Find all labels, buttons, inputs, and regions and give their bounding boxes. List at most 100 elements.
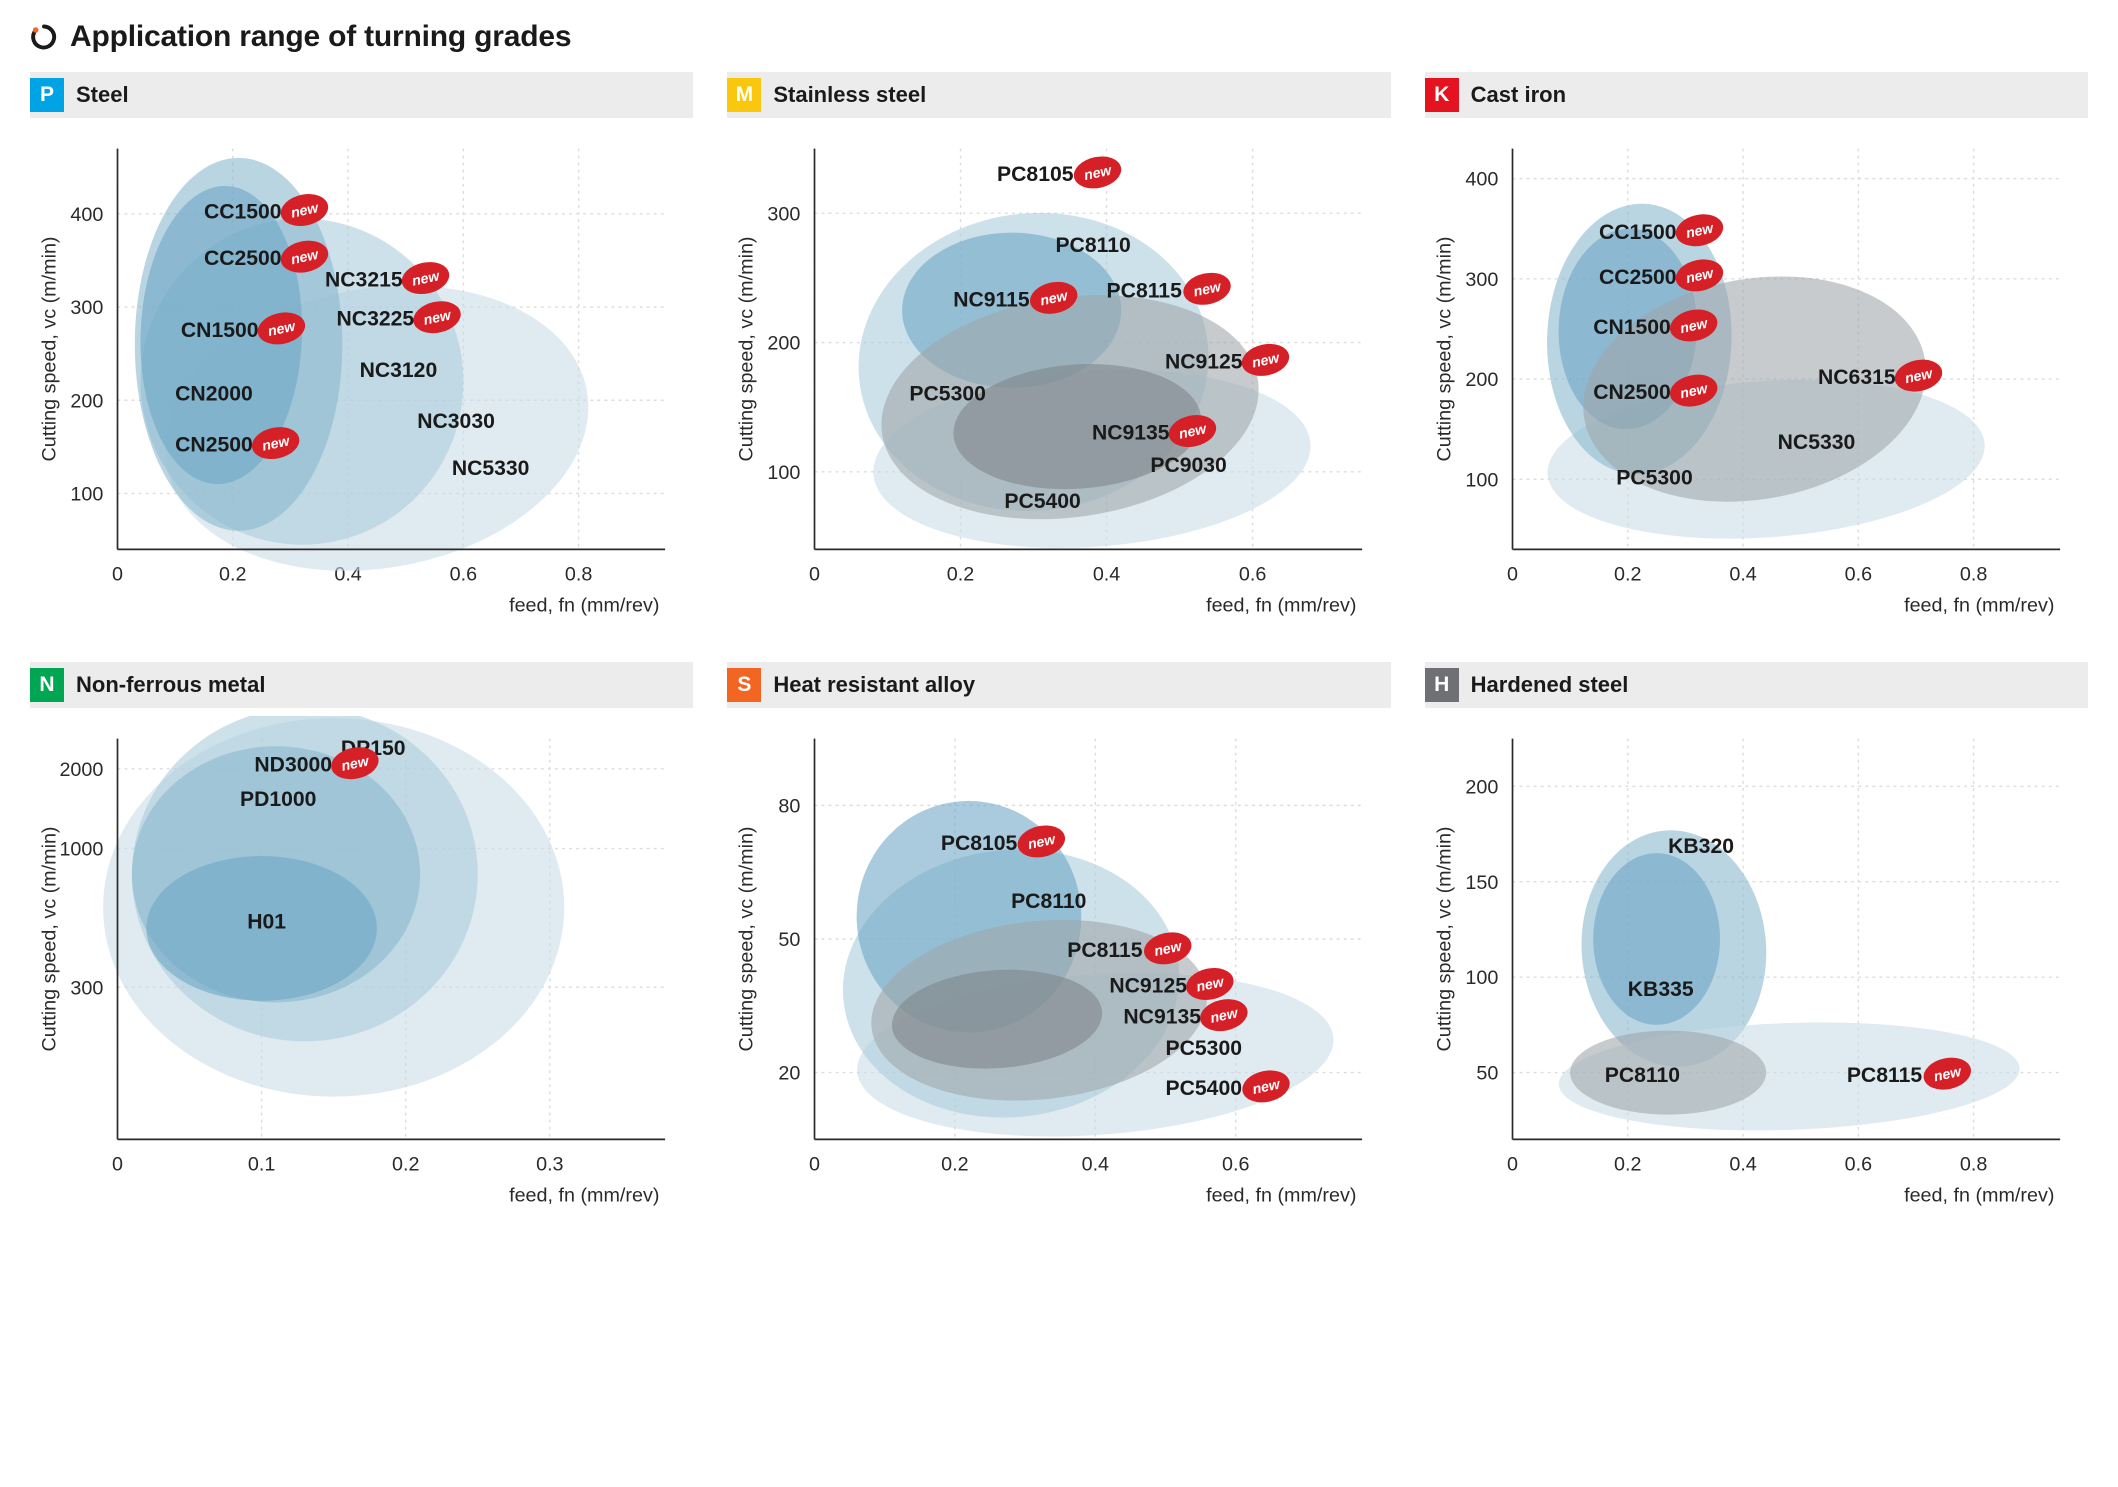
panel-code-badge: P	[30, 78, 64, 112]
y-tick-label: 50	[779, 929, 801, 951]
x-tick-label: 0.6	[450, 563, 477, 585]
panel-header: N Non-ferrous metal	[30, 662, 693, 708]
x-tick-label: 0.6	[1844, 1154, 1871, 1176]
panel-header: M Stainless steel	[727, 72, 1390, 118]
panel-title: Steel	[76, 82, 129, 108]
x-tick-label: 0.2	[942, 1154, 969, 1176]
y-tick-label: 300	[70, 297, 103, 319]
refresh-arc-icon	[30, 23, 58, 51]
panel-code-badge: K	[1425, 78, 1459, 112]
grade-label: CN2000	[175, 382, 253, 405]
y-tick-label: 20	[779, 1063, 801, 1085]
x-axis-label: feed, fn (mm/rev)	[509, 1185, 659, 1207]
range-chart: 00.20.40.6100200300PC8105 new PC8110NC91…	[727, 126, 1390, 634]
grade-label: PC8105	[941, 832, 1018, 855]
grade-label: KB335	[1627, 978, 1693, 1001]
y-tick-label: 200	[768, 333, 801, 355]
panel: M Stainless steel00.20.40.6100200300PC81…	[727, 72, 1390, 634]
x-tick-label: 0	[1507, 1154, 1518, 1176]
x-axis-label: feed, fn (mm/rev)	[1904, 594, 2054, 616]
x-tick-label: 0.2	[1614, 563, 1641, 585]
grade-label: PC8115	[1846, 1064, 1922, 1087]
x-tick-label: 0.3	[536, 1154, 563, 1176]
x-tick-label: 0	[809, 563, 820, 585]
chart-grid: P Steel00.20.40.60.8100200300400CC1500 n…	[30, 72, 2088, 1224]
grade-label: PC9030	[1151, 454, 1227, 477]
panel: H Hardened steel00.20.40.60.850100150200…	[1425, 662, 2088, 1224]
x-tick-label: 0.2	[1614, 1154, 1641, 1176]
grade-label: NC9125	[1110, 975, 1188, 998]
y-tick-label: 200	[1465, 776, 1498, 798]
grade-label: PC5300	[910, 383, 986, 406]
x-tick-label: 0.2	[947, 563, 974, 585]
grade-label: H01	[247, 910, 286, 933]
grade-label: PC5400	[1166, 1077, 1242, 1100]
range-chart: 00.20.40.60.850100150200KB320KB335PC8110…	[1425, 716, 2088, 1224]
panel-code-badge: S	[727, 668, 761, 702]
grade-label: PC5300	[1616, 466, 1692, 489]
page-title-row: Application range of turning grades	[30, 20, 2088, 54]
x-tick-label: 0.4	[1729, 1154, 1756, 1176]
grade-label: PC8110	[1011, 890, 1086, 913]
grade-label: NC9135	[1124, 1006, 1202, 1029]
grade-label: NC9135	[1092, 421, 1170, 444]
y-tick-label: 1000	[59, 839, 103, 861]
y-tick-label: 200	[1465, 369, 1498, 391]
range-chart: 00.10.20.330010002000DP150ND3000 new PD1…	[30, 716, 693, 1224]
x-tick-label: 0.4	[1093, 563, 1120, 585]
grade-label: PD1000	[240, 788, 316, 811]
x-tick-label: 0.1	[248, 1154, 275, 1176]
range-chart: 00.20.40.60.8100200300400CC1500 new CC25…	[30, 126, 693, 634]
grade-label: CC1500	[204, 200, 282, 223]
panel-header: H Hardened steel	[1425, 662, 2088, 708]
chart-wrap: 00.20.40.60.850100150200KB320KB335PC8110…	[1425, 716, 2088, 1224]
panel-header: S Heat resistant alloy	[727, 662, 1390, 708]
grade-label: PC8115	[1107, 279, 1183, 302]
grade-label: NC3120	[360, 359, 438, 382]
y-tick-label: 100	[1465, 967, 1498, 989]
panel-title: Stainless steel	[773, 82, 926, 108]
x-tick-label: 0.8	[565, 563, 592, 585]
panel-code-badge: N	[30, 668, 64, 702]
grade-label: CN1500	[181, 319, 259, 342]
y-tick-label: 100	[768, 462, 801, 484]
y-tick-label: 100	[1465, 469, 1498, 491]
range-chart: 00.20.40.6205080PC8105 new PC8110PC8115 …	[727, 716, 1390, 1224]
chart-wrap: 00.20.40.6100200300PC8105 new PC8110NC91…	[727, 126, 1390, 634]
x-tick-label: 0	[112, 1154, 123, 1176]
y-axis-label: Cutting speed, vc (m/min)	[38, 236, 60, 461]
grade-label: NC9115	[954, 288, 1031, 311]
y-axis-label: Cutting speed, vc (m/min)	[1433, 827, 1455, 1052]
grade-label: PC8105	[997, 163, 1074, 186]
grade-label: NC5330	[452, 457, 530, 480]
grade-label: PC5300	[1166, 1037, 1242, 1060]
range-chart: 00.20.40.60.8100200300400CC1500 new CC25…	[1425, 126, 2088, 634]
grade-label: NC3225	[337, 308, 415, 331]
x-tick-label: 0.6	[1239, 563, 1266, 585]
x-axis-label: feed, fn (mm/rev)	[1904, 1185, 2054, 1207]
grade-label: CC2500	[204, 247, 282, 270]
y-tick-label: 80	[779, 796, 801, 818]
x-axis-label: feed, fn (mm/rev)	[1206, 1185, 1356, 1207]
panel-title: Non-ferrous metal	[76, 672, 265, 698]
panel-title: Cast iron	[1471, 82, 1566, 108]
grade-label: NC9125	[1165, 350, 1243, 373]
new-badge-icon: new	[1071, 152, 1124, 192]
y-axis-label: Cutting speed, vc (m/min)	[736, 827, 758, 1052]
grade-label: CN2500	[175, 434, 253, 457]
panel: P Steel00.20.40.60.8100200300400CC1500 n…	[30, 72, 693, 634]
x-tick-label: 0.2	[219, 563, 246, 585]
y-tick-label: 100	[70, 484, 103, 506]
panel-title: Hardened steel	[1471, 672, 1629, 698]
x-tick-label: 0	[112, 563, 123, 585]
y-tick-label: 300	[70, 977, 103, 999]
x-tick-label: 0.8	[1960, 563, 1987, 585]
y-axis-label: Cutting speed, vc (m/min)	[1433, 236, 1455, 461]
x-tick-label: 0.2	[392, 1154, 419, 1176]
grade-label: NC3030	[417, 410, 495, 433]
grade-label: PC8110	[1604, 1064, 1679, 1087]
grade-label: ND3000	[254, 754, 332, 777]
panel-code-badge: M	[727, 78, 761, 112]
y-axis-label: Cutting speed, vc (m/min)	[736, 236, 758, 461]
x-tick-label: 0	[809, 1154, 820, 1176]
